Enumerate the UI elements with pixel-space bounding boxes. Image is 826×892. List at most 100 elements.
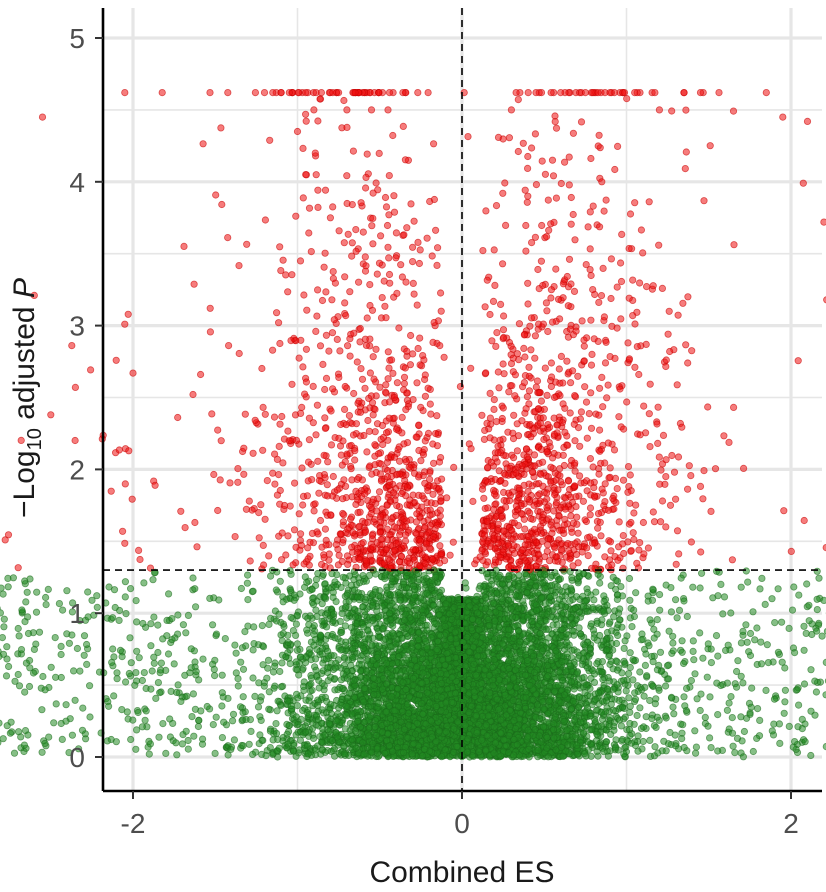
- point-not-significant: [714, 652, 722, 660]
- point-significant: [341, 482, 350, 490]
- point-significant: [658, 284, 667, 292]
- point-significant: [683, 485, 692, 493]
- point-not-significant: [546, 573, 555, 581]
- point-not-significant: [696, 584, 704, 592]
- point-significant: [646, 380, 654, 388]
- point-significant: [635, 279, 644, 287]
- point-significant: [573, 513, 581, 521]
- point-significant: [582, 260, 590, 269]
- point-significant: [413, 301, 421, 309]
- point-significant: [522, 247, 530, 255]
- point-significant: [288, 271, 296, 279]
- point-significant: [481, 303, 489, 311]
- point-not-significant: [234, 682, 242, 690]
- point-not-significant: [229, 717, 237, 725]
- point-significant: [600, 207, 608, 215]
- point-significant: [407, 200, 415, 208]
- point-significant: [429, 490, 437, 498]
- point-significant: [385, 270, 394, 279]
- point-significant: [597, 532, 605, 540]
- point-significant: [335, 551, 343, 559]
- point-significant: [273, 491, 281, 499]
- point-significant: [587, 424, 596, 432]
- point-not-significant: [621, 637, 629, 645]
- point-significant: [607, 255, 616, 263]
- point-not-significant: [276, 667, 284, 676]
- point-significant: [312, 327, 320, 335]
- point-significant: [369, 495, 377, 503]
- point-not-significant: [612, 639, 621, 648]
- point-significant: [496, 300, 505, 308]
- point-not-significant: [244, 571, 252, 579]
- point-significant: [341, 299, 349, 307]
- point-significant: [616, 259, 625, 267]
- point-significant: [626, 210, 635, 218]
- point-significant: [350, 389, 358, 398]
- point-significant: [302, 117, 310, 125]
- point-significant: [403, 347, 411, 355]
- point-significant: [544, 196, 552, 204]
- point-significant: [234, 478, 242, 486]
- point-significant: [685, 462, 693, 470]
- point-significant: [352, 247, 360, 255]
- point-significant: [585, 409, 593, 418]
- point-significant: [276, 339, 284, 348]
- point-significant: [603, 394, 611, 402]
- point-significant: [231, 532, 239, 541]
- point-significant: [525, 363, 533, 371]
- point-significant: [535, 284, 543, 293]
- point-significant: [348, 252, 356, 260]
- point-significant: [494, 442, 502, 450]
- point-significant: [532, 181, 541, 189]
- point-significant: [595, 426, 604, 434]
- point-significant: [711, 465, 720, 473]
- point-significant: [619, 531, 627, 540]
- point-significant: [375, 149, 383, 157]
- point-significant: [400, 379, 408, 388]
- point-significant: [277, 89, 285, 97]
- point-significant: [551, 118, 559, 126]
- point-significant: [524, 152, 532, 161]
- point-significant: [613, 484, 621, 493]
- point-significant: [499, 326, 508, 334]
- point-significant: [630, 509, 638, 517]
- point-significant: [684, 293, 692, 301]
- point-not-significant: [683, 612, 691, 621]
- point-significant: [312, 171, 320, 179]
- point-significant: [577, 118, 586, 126]
- point-significant: [426, 400, 434, 408]
- point-significant: [370, 375, 378, 383]
- point-significant: [580, 336, 588, 344]
- point-not-significant: [159, 719, 167, 728]
- point-significant: [531, 354, 539, 362]
- point-significant: [327, 441, 336, 449]
- point-significant: [414, 238, 422, 246]
- point-not-significant: [249, 674, 257, 682]
- point-significant: [335, 227, 343, 235]
- point-significant: [395, 324, 403, 332]
- point-not-significant: [209, 720, 217, 729]
- point-significant: [684, 359, 692, 367]
- point-significant: [557, 352, 566, 360]
- point-significant: [613, 142, 622, 150]
- point-significant: [298, 464, 306, 472]
- point-significant: [625, 244, 633, 253]
- point-significant: [336, 347, 344, 355]
- point-significant: [671, 495, 680, 503]
- point-significant: [320, 263, 328, 271]
- point-significant: [325, 347, 333, 355]
- point-significant: [206, 89, 214, 97]
- point-not-significant: [707, 743, 715, 752]
- point-significant: [260, 89, 269, 97]
- point-significant: [656, 518, 665, 526]
- point-significant: [514, 147, 522, 156]
- point-significant: [624, 339, 632, 347]
- point-significant: [329, 267, 337, 276]
- point-significant: [631, 320, 639, 328]
- point-significant: [649, 282, 657, 290]
- point-significant: [398, 273, 406, 281]
- point-significant: [659, 431, 668, 439]
- point-significant: [495, 384, 503, 392]
- point-significant: [629, 276, 637, 284]
- point-significant: [531, 332, 540, 340]
